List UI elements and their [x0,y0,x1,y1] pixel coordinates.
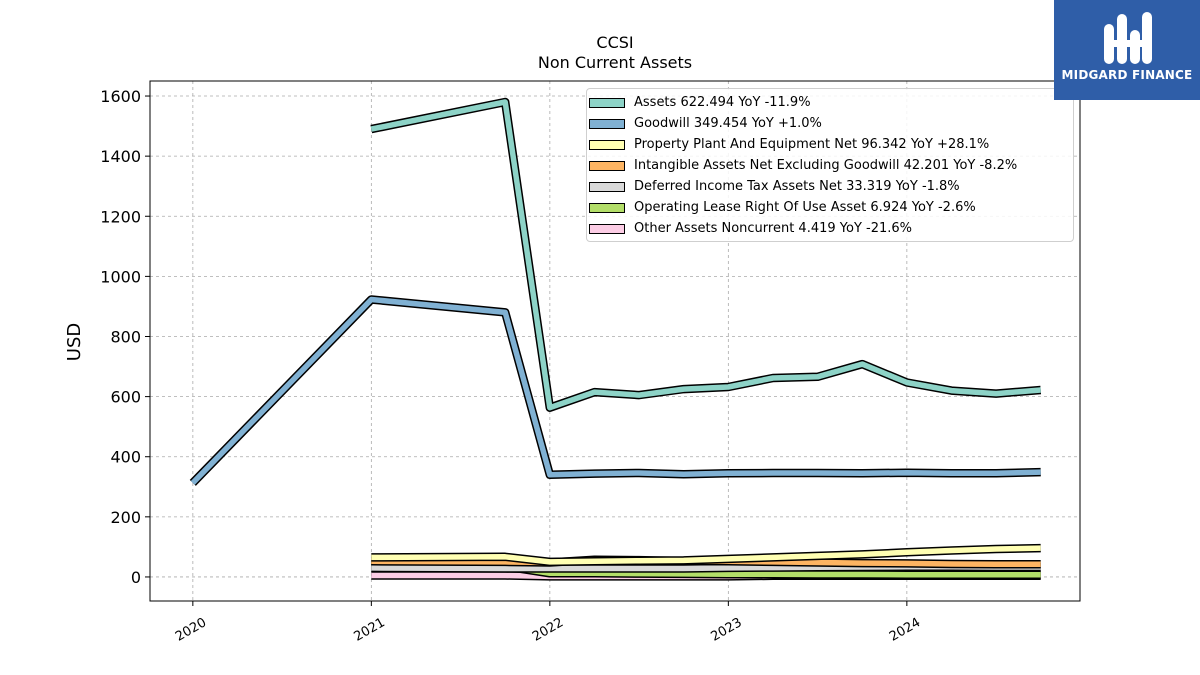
legend-label: Assets 622.494 YoY -11.9% [634,95,811,110]
series-lines [189,97,1042,581]
legend-label: Operating Lease Right Of Use Asset 6.924… [634,200,976,215]
chart-subtitle: Non Current Assets [537,53,693,72]
series-line [370,99,1041,411]
y-tick-label: 0 [131,568,141,587]
plot-frame [149,80,1081,602]
logo-text: MIDGARD FINANCE [1061,68,1193,82]
series-line [190,296,1041,485]
y-tick-label: 1000 [100,267,141,286]
x-tick-label: 2021 [352,615,388,645]
y-tick-label: 200 [110,508,141,527]
legend-swatch [589,98,625,108]
legend-label: Intangible Assets Net Excluding Goodwill… [634,158,1018,173]
y-tick-label: 1400 [100,147,141,166]
x-tick-label: 2024 [887,615,923,645]
legend-swatch [589,161,625,171]
legend-swatch [589,182,625,192]
y-tick-label: 600 [110,388,141,407]
y-tick-label: 400 [110,448,141,467]
legend-label: Goodwill 349.454 YoY +1.0% [634,116,822,131]
series-line [371,545,1041,565]
legend-label: Other Assets Noncurrent 4.419 YoY -21.6% [634,221,913,236]
y-tick-label: 1600 [100,87,141,106]
legend-swatch [589,140,625,150]
legend-swatch [589,119,625,129]
legend-label: Property Plant And Equipment Net 96.342 … [634,137,990,152]
y-tick-label: 800 [110,327,141,346]
legend-swatch [589,203,625,213]
y-tick-label: 1200 [100,207,141,226]
x-tick-label: 2023 [709,615,745,645]
logo-mark-icon [1104,12,1152,64]
brand-logo: MIDGARD FINANCE [1054,0,1200,100]
series-line [371,559,1041,578]
y-axis-label: USD [64,323,85,361]
legend-label: Deferred Income Tax Assets Net 33.319 Yo… [634,179,960,194]
legend-swatch [589,224,625,234]
legend: Assets 622.494 YoY -11.9% Goodwill 349.45… [586,88,1074,242]
x-tick-label: 2020 [173,615,209,645]
x-tick-label: 2022 [530,615,566,645]
chart-title: CCSI [596,33,634,52]
